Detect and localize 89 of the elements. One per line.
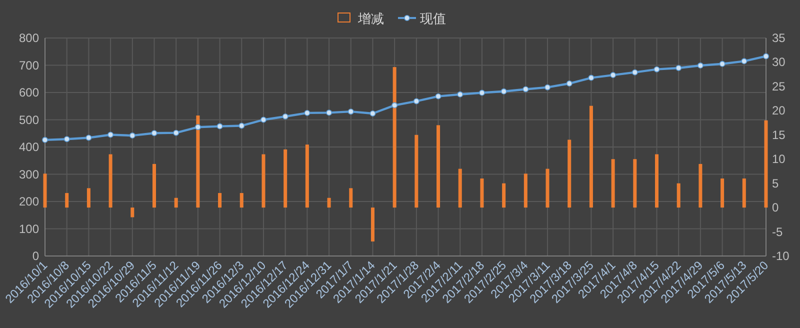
y-tick-label: 0 xyxy=(32,249,40,263)
point xyxy=(216,123,223,130)
point xyxy=(478,90,485,96)
bar xyxy=(284,149,288,208)
bar xyxy=(218,193,222,208)
y-tick-label: 500 xyxy=(18,112,40,127)
bar xyxy=(305,144,309,208)
point xyxy=(194,124,201,130)
y2-tick-label: 15 xyxy=(772,128,786,142)
point xyxy=(610,72,616,78)
point xyxy=(522,86,529,92)
y2-tick-label: 10 xyxy=(772,152,786,166)
bar xyxy=(196,116,200,208)
point xyxy=(697,62,704,69)
y-tick-label: 300 xyxy=(18,167,40,182)
point xyxy=(763,53,769,60)
point xyxy=(719,60,726,67)
bar xyxy=(436,125,440,208)
bar xyxy=(568,140,572,208)
y-tick-label: 800 xyxy=(18,31,40,45)
point xyxy=(632,69,638,76)
bar xyxy=(370,208,374,242)
bar xyxy=(86,188,90,208)
y2-tick-label: 30 xyxy=(772,55,786,70)
point xyxy=(500,88,507,94)
bar xyxy=(611,159,615,208)
bar xyxy=(742,178,746,208)
bar xyxy=(480,178,484,208)
point xyxy=(108,132,114,138)
bar xyxy=(392,67,396,208)
bar xyxy=(152,164,156,208)
bar xyxy=(655,154,659,208)
y2-tick-label: 5 xyxy=(772,176,779,190)
point xyxy=(544,84,551,90)
y2-tick-label: 35 xyxy=(772,31,786,45)
bar xyxy=(327,198,331,208)
point xyxy=(588,74,594,81)
point xyxy=(435,93,442,100)
bar xyxy=(414,134,418,208)
bar xyxy=(633,159,637,208)
point xyxy=(304,110,310,116)
point xyxy=(238,122,245,129)
y-tick-label: 100 xyxy=(18,222,40,236)
point xyxy=(413,98,420,104)
bar xyxy=(524,174,528,208)
y-tick-label: 200 xyxy=(18,194,40,208)
point xyxy=(151,130,158,136)
bar xyxy=(720,178,724,208)
bar xyxy=(43,174,47,208)
bar xyxy=(502,183,506,208)
y-tick-label: 400 xyxy=(18,140,40,154)
bar xyxy=(764,120,768,208)
bar xyxy=(262,154,266,208)
legend-label: 增减 xyxy=(357,11,384,26)
point xyxy=(654,66,660,72)
point xyxy=(282,113,288,120)
bar xyxy=(458,168,462,208)
bar xyxy=(698,164,702,208)
point xyxy=(566,80,572,87)
point xyxy=(348,108,354,115)
bar xyxy=(676,183,680,208)
y-tick-label: 600 xyxy=(18,86,40,100)
y2-tick-label: -10 xyxy=(772,249,790,263)
point xyxy=(129,132,136,139)
y2-tick-label: 0 xyxy=(772,200,779,215)
y2-tick-label: -5 xyxy=(772,224,783,239)
bar xyxy=(108,154,112,208)
bar xyxy=(546,168,550,208)
bar xyxy=(174,198,178,208)
y2-tick-label: 20 xyxy=(772,104,786,118)
bar xyxy=(349,188,353,208)
point xyxy=(64,136,70,142)
y-tick-label: 700 xyxy=(18,58,40,72)
point xyxy=(392,102,398,108)
point xyxy=(86,134,92,141)
bar xyxy=(65,193,69,208)
point xyxy=(173,130,180,136)
point xyxy=(676,64,682,71)
y2-tick-label: 25 xyxy=(772,79,786,94)
point xyxy=(326,110,332,116)
legend-label: 现值 xyxy=(420,11,446,26)
bar xyxy=(240,193,244,208)
bar xyxy=(130,208,134,218)
point xyxy=(370,110,376,116)
bar xyxy=(589,106,593,208)
point xyxy=(741,58,748,64)
point xyxy=(457,91,464,98)
point xyxy=(260,116,266,123)
point xyxy=(42,136,48,143)
